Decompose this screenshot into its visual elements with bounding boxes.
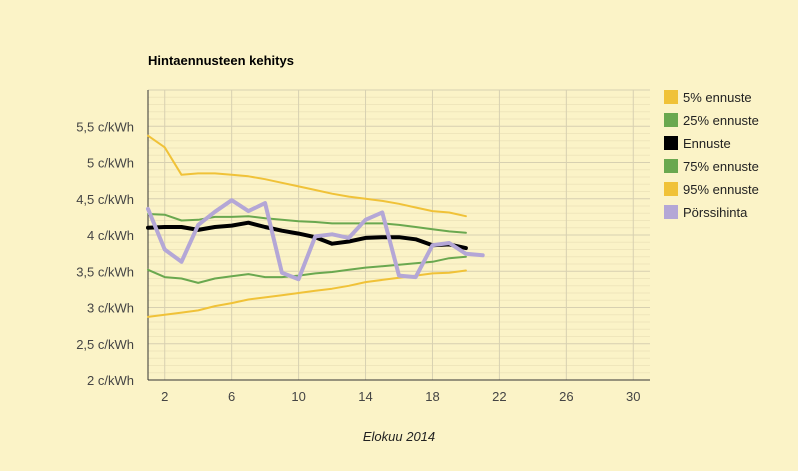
legend-label: 75% ennuste — [683, 159, 759, 174]
legend-swatch — [664, 90, 678, 104]
x-tick-label: 2 — [161, 389, 168, 404]
series-line-5 — [146, 198, 485, 282]
series-line-2 — [146, 220, 468, 251]
legend-swatch — [664, 113, 678, 127]
legend-label: Ennuste — [683, 136, 731, 151]
x-tick-labels: 2 6 10 14 18 22 26 30 — [161, 389, 640, 404]
x-tick-label: 18 — [425, 389, 439, 404]
y-tick-labels: 2 c/kWh 2,5 c/kWh 3 c/kWh 3,5 c/kWh 4 c/kWh 4… — [76, 119, 134, 388]
x-tick-label: 30 — [626, 389, 640, 404]
y-tick-label: 5,5 c/kWh — [76, 119, 134, 134]
x-axis-label: Elokuu 2014 — [363, 429, 435, 444]
x-tick-label: 10 — [291, 389, 305, 404]
legend-label: 5% ennuste — [683, 90, 752, 105]
series-lines — [146, 134, 485, 318]
legend-swatch — [664, 136, 678, 150]
x-tick-label: 6 — [228, 389, 235, 404]
y-tick-label: 4 c/kWh — [87, 228, 134, 243]
y-tick-label: 2 c/kWh — [87, 373, 134, 388]
x-tick-label: 14 — [358, 389, 372, 404]
axes — [147, 90, 650, 381]
legend: 5% ennuste 25% ennuste Ennuste 75% ennuste 9… — [664, 90, 759, 220]
y-tick-label: 2,5 c/kWh — [76, 337, 134, 352]
x-tick-label: 22 — [492, 389, 506, 404]
y-tick-label: 3,5 c/kWh — [76, 264, 134, 279]
legend-label: 25% ennuste — [683, 113, 759, 128]
chart-title: Hintaennusteen kehitys — [148, 53, 294, 68]
series-line-3 — [147, 213, 467, 234]
series-line-4 — [147, 134, 467, 218]
series-line-1 — [147, 255, 467, 284]
y-tick-label: 3 c/kWh — [87, 301, 134, 316]
x-tick-label: 26 — [559, 389, 573, 404]
legend-label: Pörssihinta — [683, 205, 748, 220]
y-tick-label: 4,5 c/kWh — [76, 192, 134, 207]
legend-swatch — [664, 205, 678, 219]
y-tick-label: 5 c/kWh — [87, 156, 134, 171]
legend-swatch — [664, 182, 678, 196]
legend-label: 95% ennuste — [683, 182, 759, 197]
legend-swatch — [664, 159, 678, 173]
grid-lines — [148, 89, 650, 380]
